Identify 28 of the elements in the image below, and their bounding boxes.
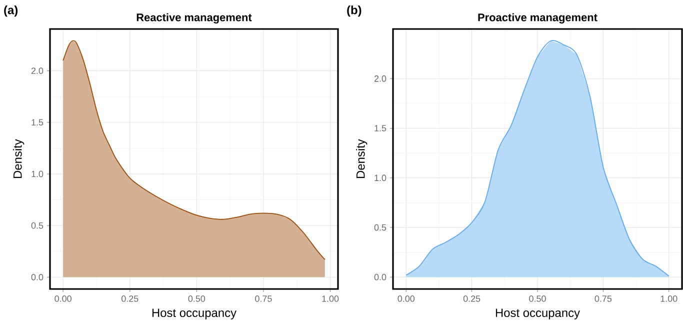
y-tick-label: 0.5: [374, 224, 386, 231]
x-tick-label: 0.25: [463, 296, 480, 302]
x-tick-label: 0.50: [529, 296, 546, 302]
y-tick-label: 2.0: [374, 75, 386, 82]
y-axis-title: Density: [13, 139, 24, 178]
y-tick-label: 1.5: [32, 119, 44, 126]
x-tick-label: 0.00: [398, 296, 415, 302]
chart-title: Proactive management: [478, 13, 598, 24]
x-tick-label: 0.25: [122, 296, 138, 302]
x-axis-title: Host occupancy: [152, 308, 236, 320]
y-tick-label: 0.5: [31, 222, 44, 229]
y-tick-label: 2.0: [31, 68, 44, 74]
x-tick-label: 0.75: [255, 296, 272, 302]
y-tick-label: 1.0: [374, 174, 386, 182]
x-tick-label: 0.00: [54, 296, 72, 302]
text: (a): [4, 6, 18, 17]
y-tick-label: 0.0: [374, 274, 386, 280]
x-axis-title: Host occupancy: [496, 308, 580, 320]
x-tick-label: 1.00: [660, 296, 678, 302]
y-tick-label: 0.0: [31, 274, 44, 280]
x-tick-label: 0.75: [594, 296, 612, 302]
text: (b): [347, 6, 362, 17]
y-tick-label: 1.0: [32, 170, 44, 178]
y-tick-label: 1.5: [374, 125, 386, 132]
x-tick-label: 0.50: [188, 296, 206, 302]
chart-title: Reactive management: [136, 13, 252, 24]
y-axis-title: Density: [356, 139, 368, 178]
x-tick-label: 1.00: [322, 296, 339, 302]
